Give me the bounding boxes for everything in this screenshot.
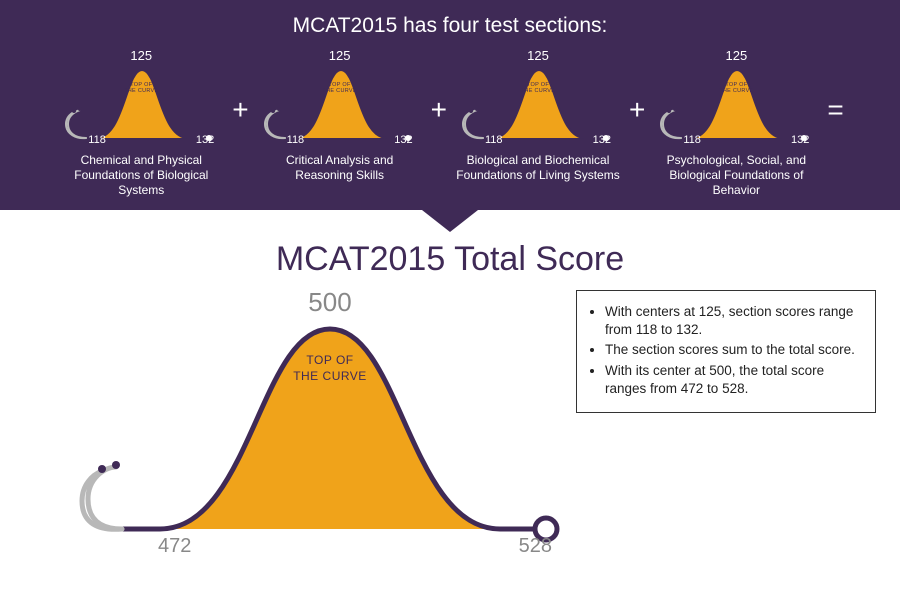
operator: +: [232, 96, 248, 124]
section-name: Critical Analysis and Reasoning Skills: [255, 153, 425, 183]
section-curve: 125 TOP OFTHE CURVE 118 132 Psychologica…: [651, 46, 821, 198]
operator: +: [629, 96, 645, 124]
section-name: Biological and Biochemical Foundations o…: [453, 153, 623, 183]
section-top-of-curve-label: TOP OFTHE CURVE: [521, 82, 555, 94]
total-min-label: 472: [158, 535, 191, 558]
section-name: Chemical and Physical Foundations of Bio…: [56, 153, 226, 198]
section-top-of-curve-label: TOP OFTHE CURVE: [322, 82, 356, 94]
total-title: MCAT2015 Total Score: [0, 240, 900, 279]
stethoscope-icon: [82, 461, 122, 529]
total-center-label: 500: [308, 287, 351, 318]
section-curve: 125 TOP OFTHE CURVE 118 132 Critical Ana…: [255, 46, 425, 183]
total-max-label: 528: [519, 535, 552, 558]
section-name: Psychological, Social, and Biological Fo…: [651, 153, 821, 198]
section-max-label: 132: [593, 134, 611, 146]
section-min-label: 118: [485, 134, 503, 146]
info-item: With its center at 500, the total score …: [605, 362, 861, 398]
info-item: With centers at 125, section scores rang…: [605, 303, 861, 339]
section-center-label: 125: [527, 48, 549, 63]
operator: +: [431, 96, 447, 124]
section-center-label: 125: [329, 48, 351, 63]
info-box: With centers at 125, section scores rang…: [576, 290, 876, 413]
section-top-of-curve-label: TOP OFTHE CURVE: [124, 82, 158, 94]
section-top-of-curve-label: TOP OFTHE CURVE: [719, 82, 753, 94]
total-curve: 500 TOP OFTHE CURVE 472 528: [50, 279, 610, 559]
section-center-label: 125: [130, 48, 152, 63]
section-curve: 125 TOP OFTHE CURVE 118 132 Chemical and…: [56, 46, 226, 198]
total-bell-curve: [50, 279, 610, 559]
section-center-label: 125: [726, 48, 748, 63]
sections-row: 125 TOP OFTHE CURVE 118 132 Chemical and…: [0, 46, 900, 198]
total-top-of-curve-label: TOP OFTHE CURVE: [293, 353, 367, 384]
section-min-label: 118: [88, 134, 106, 146]
section-max-label: 132: [394, 134, 412, 146]
top-band: MCAT2015 has four test sections: 125 TOP…: [0, 0, 900, 210]
section-curve: 125 TOP OFTHE CURVE 118 132 Biological a…: [453, 46, 623, 183]
info-list: With centers at 125, section scores rang…: [587, 303, 861, 398]
operator: =: [827, 96, 843, 124]
top-title: MCAT2015 has four test sections:: [0, 14, 900, 38]
info-item: The section scores sum to the total scor…: [605, 341, 861, 359]
section-min-label: 118: [683, 134, 701, 146]
section-max-label: 132: [791, 134, 809, 146]
section-max-label: 132: [196, 134, 214, 146]
section-min-label: 118: [287, 134, 305, 146]
